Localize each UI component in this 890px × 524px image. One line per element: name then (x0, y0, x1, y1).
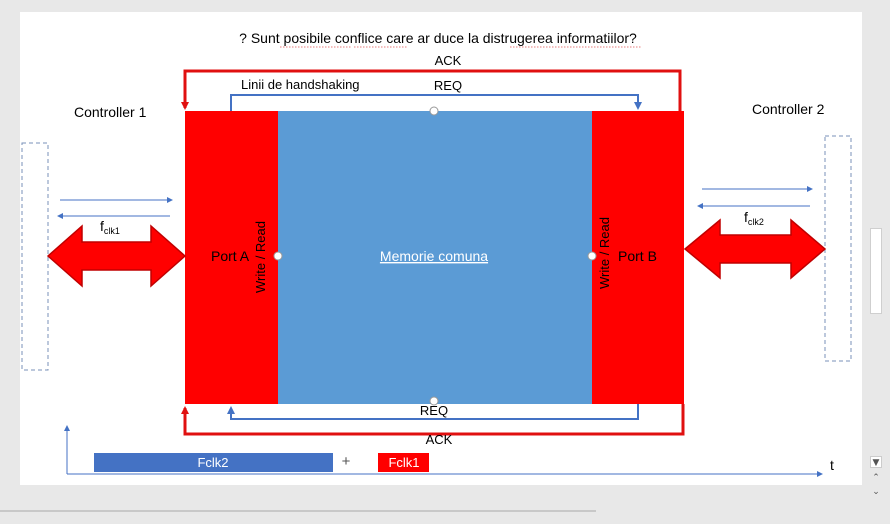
double-up-icon[interactable]: ⌃ (872, 473, 880, 483)
port-a-label: Port A (211, 248, 250, 264)
ack-bottom-line (181, 404, 685, 436)
write-read-a-label: Write / Read (253, 221, 268, 293)
handle-left (273, 251, 283, 261)
double-down-icon[interactable]: ⌄ (872, 487, 880, 497)
horizontal-scrollbar[interactable] (0, 510, 596, 512)
controller2-placeholder (824, 135, 852, 362)
arrow-down-icon[interactable]: ▼ (870, 456, 882, 468)
right-double-arrow (683, 218, 827, 280)
handshaking-label: Linii de handshaking (241, 77, 360, 92)
req-bottom-line (227, 404, 639, 420)
controller2-label: Controller 2 (752, 101, 825, 117)
fclk1-bar-label: Fclk1 (388, 455, 419, 470)
left-double-arrow (46, 224, 187, 288)
handle-bottom (429, 396, 439, 406)
req-bottom-label: REQ (420, 403, 448, 418)
timeline-axis-label: t (830, 457, 834, 473)
controller1-placeholder (21, 142, 49, 371)
controller1-label: Controller 1 (74, 104, 147, 120)
question-title: ? Sunt posibile conflice care ar duce la… (239, 30, 637, 46)
port-b-label: Port B (618, 248, 657, 264)
fclk1-label: fclk1 (100, 218, 120, 236)
fclk2-bar-label: Fclk2 (197, 455, 228, 470)
ack-top-label: ACK (435, 53, 462, 68)
handle-right (587, 251, 597, 261)
plus-sign: + (342, 453, 351, 470)
ack-top-line (181, 69, 682, 111)
fclk2-bar (94, 453, 333, 472)
scrollbar-thumb[interactable] (870, 228, 882, 314)
req-top-label: REQ (434, 78, 462, 93)
port-a-block (185, 111, 278, 404)
shared-memory-block (278, 111, 592, 404)
memory-label: Memorie comuna (380, 248, 488, 264)
slide-canvas: ? Sunt posibile conflice care ar duce la… (20, 12, 862, 485)
fclk2-label: fclk2 (744, 209, 764, 227)
req-top-line (230, 94, 642, 111)
ack-bottom-label: ACK (426, 432, 453, 447)
fclk1-bar (378, 453, 429, 472)
port-b-block (592, 111, 684, 404)
write-read-b-label: Write / Read (597, 217, 612, 289)
handle-top (429, 106, 439, 116)
diagram: ? Sunt posibile conflice care ar duce la… (21, 30, 852, 477)
